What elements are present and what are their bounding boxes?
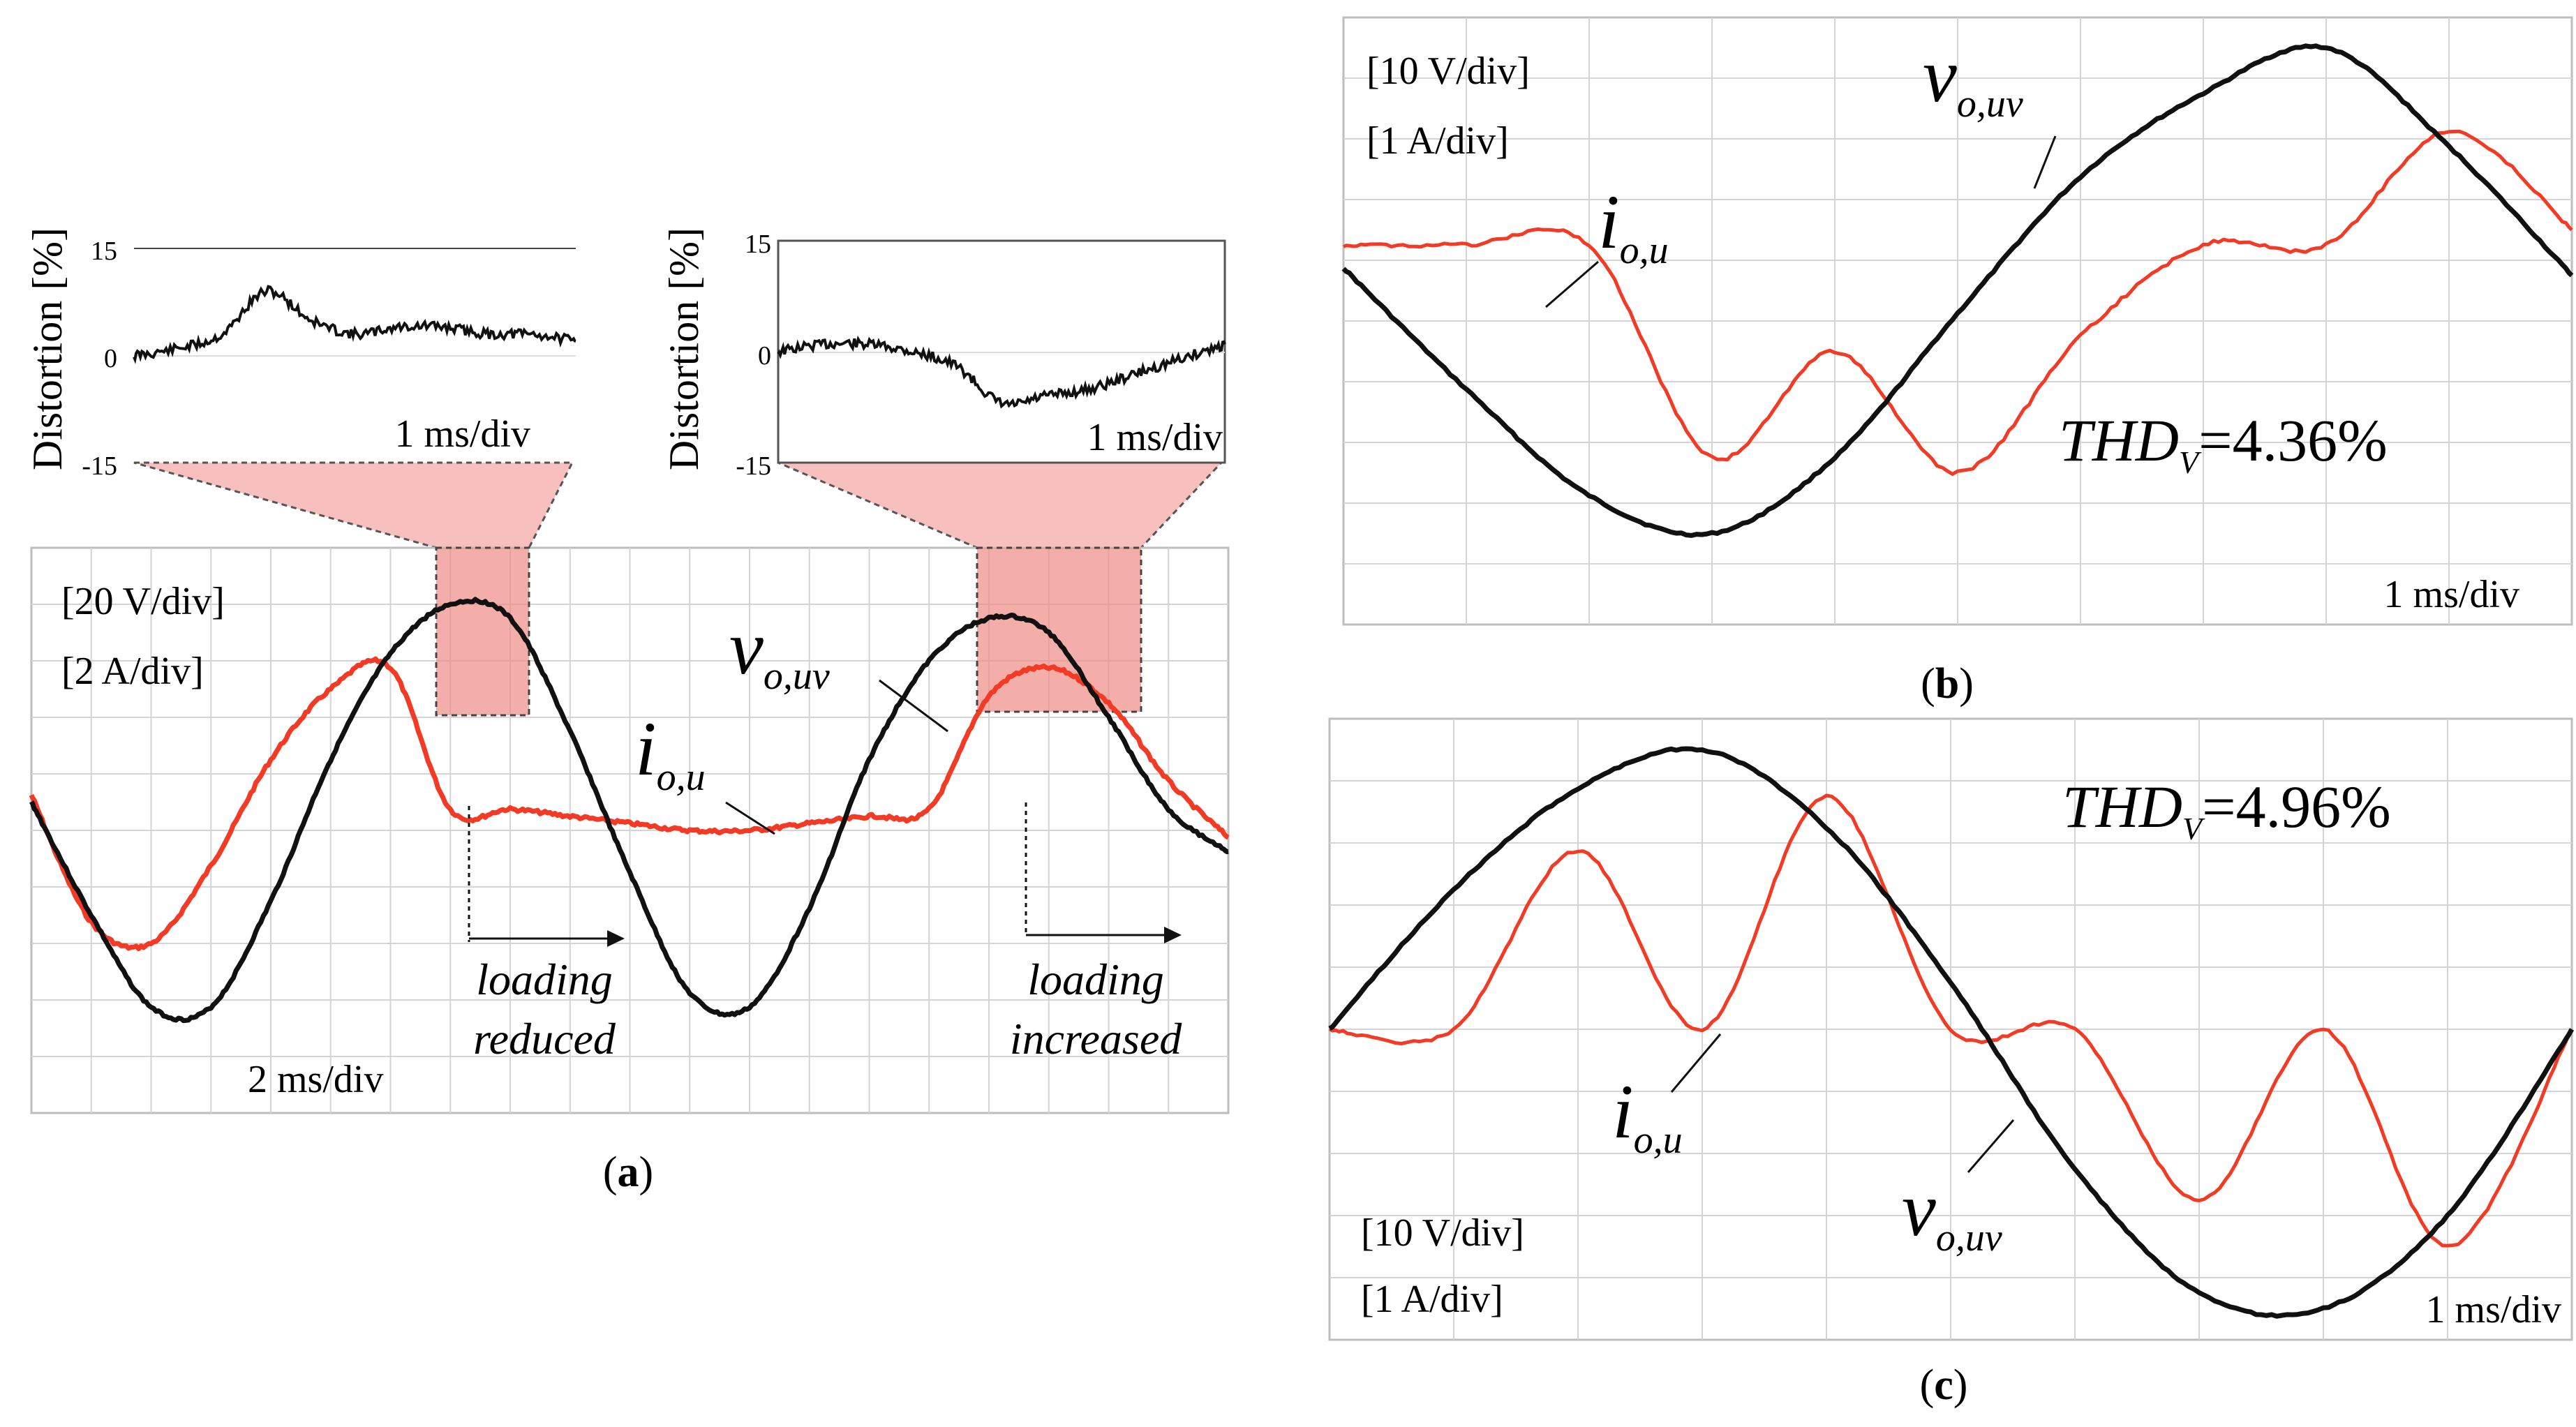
current-trace-b xyxy=(1342,129,2573,476)
i-label-b: io,u xyxy=(1598,179,1669,272)
inset-left-time-div: 1 ms/div xyxy=(395,412,530,456)
caption-c: (c) xyxy=(1920,1361,1968,1409)
scale-current-a: [2 A/div] xyxy=(61,650,204,693)
scale-voltage-b: [10 V/div] xyxy=(1367,50,1530,93)
zoom-region-reduced xyxy=(435,546,530,717)
inset-right-trace xyxy=(777,335,1226,409)
i-label-c: io,u xyxy=(1612,1069,1683,1162)
annot-increased-2: increased xyxy=(1010,1014,1182,1063)
current-trace-a xyxy=(29,656,1230,952)
inset-left-trace xyxy=(133,285,576,364)
arrow-increased-head xyxy=(1164,927,1182,943)
inset-left-tick-0: 0 xyxy=(104,344,117,373)
voltage-trace-c xyxy=(1328,746,2575,1319)
time-div-c: 1 ms/div xyxy=(2426,1288,2561,1331)
i-label-a: io,u xyxy=(635,706,706,799)
voltage-trace-a xyxy=(29,597,1230,1024)
time-div-b: 1 ms/div xyxy=(2384,573,2519,616)
inset-left-ylabel: Distortion [%] xyxy=(24,227,70,470)
v-label-c: vo,uv xyxy=(1902,1167,2002,1260)
scale-current-c: [1 A/div] xyxy=(1361,1278,1503,1321)
caption-a: (a) xyxy=(603,1149,653,1196)
thd-c: THDV=4.96% xyxy=(2062,773,2391,846)
v-label-b: vo,uv xyxy=(1923,33,2023,126)
annot-reduced-1: loading xyxy=(476,955,613,1004)
panel-b: [10 V/div] [1 A/div] 1 ms/div vo,uv io,u… xyxy=(1341,16,2574,708)
annot-reduced-2: reduced xyxy=(473,1014,616,1063)
i-leader-c xyxy=(1670,1033,1722,1093)
v-leader-c xyxy=(1967,1119,2015,1173)
scale-current-b: [1 A/div] xyxy=(1367,119,1509,163)
panel-a: 15 0 -15 Distortion [%] 1 ms/div 15 0 -1… xyxy=(24,227,1230,1196)
plot-a-grid xyxy=(31,548,1228,1113)
panel-c: THDV=4.96% io,u vo,uv [10 V/div] [1 A/di… xyxy=(1328,717,2575,1409)
annot-increased-1: loading xyxy=(1027,955,1164,1004)
voltage-trace-b xyxy=(1341,43,2574,538)
v-leader-a xyxy=(879,679,948,733)
zoom-region-increased xyxy=(976,546,1142,713)
v-leader-b xyxy=(2033,135,2057,189)
zoom-connector-right xyxy=(777,461,1224,549)
caption-b: (b) xyxy=(1921,660,1974,708)
arrow-reduced-head xyxy=(607,930,625,947)
inset-right-tick-15: 15 xyxy=(745,230,771,259)
time-div-a: 2 ms/div xyxy=(248,1058,383,1101)
thd-b: THDV=4.36% xyxy=(2059,407,2388,480)
inset-right-ylabel: Distortion [%] xyxy=(661,227,707,470)
scale-voltage-a: [20 V/div] xyxy=(61,580,225,623)
v-label-a: vo,uv xyxy=(729,605,830,698)
inset-right-tick-0: 0 xyxy=(758,341,771,371)
i-leader-b xyxy=(1545,260,1599,308)
inset-right-time-div: 1 ms/div xyxy=(1087,416,1223,459)
i-leader-a xyxy=(725,801,775,835)
inset-right-tick-neg15: -15 xyxy=(736,451,771,481)
inset-left-tick-15: 15 xyxy=(91,237,117,266)
inset-left-tick-neg15: -15 xyxy=(82,451,117,481)
plot-b-grid xyxy=(1343,17,2572,625)
scale-voltage-c: [10 V/div] xyxy=(1361,1211,1524,1255)
zoom-connector-left xyxy=(133,461,574,549)
current-trace-c xyxy=(1328,793,2574,1248)
